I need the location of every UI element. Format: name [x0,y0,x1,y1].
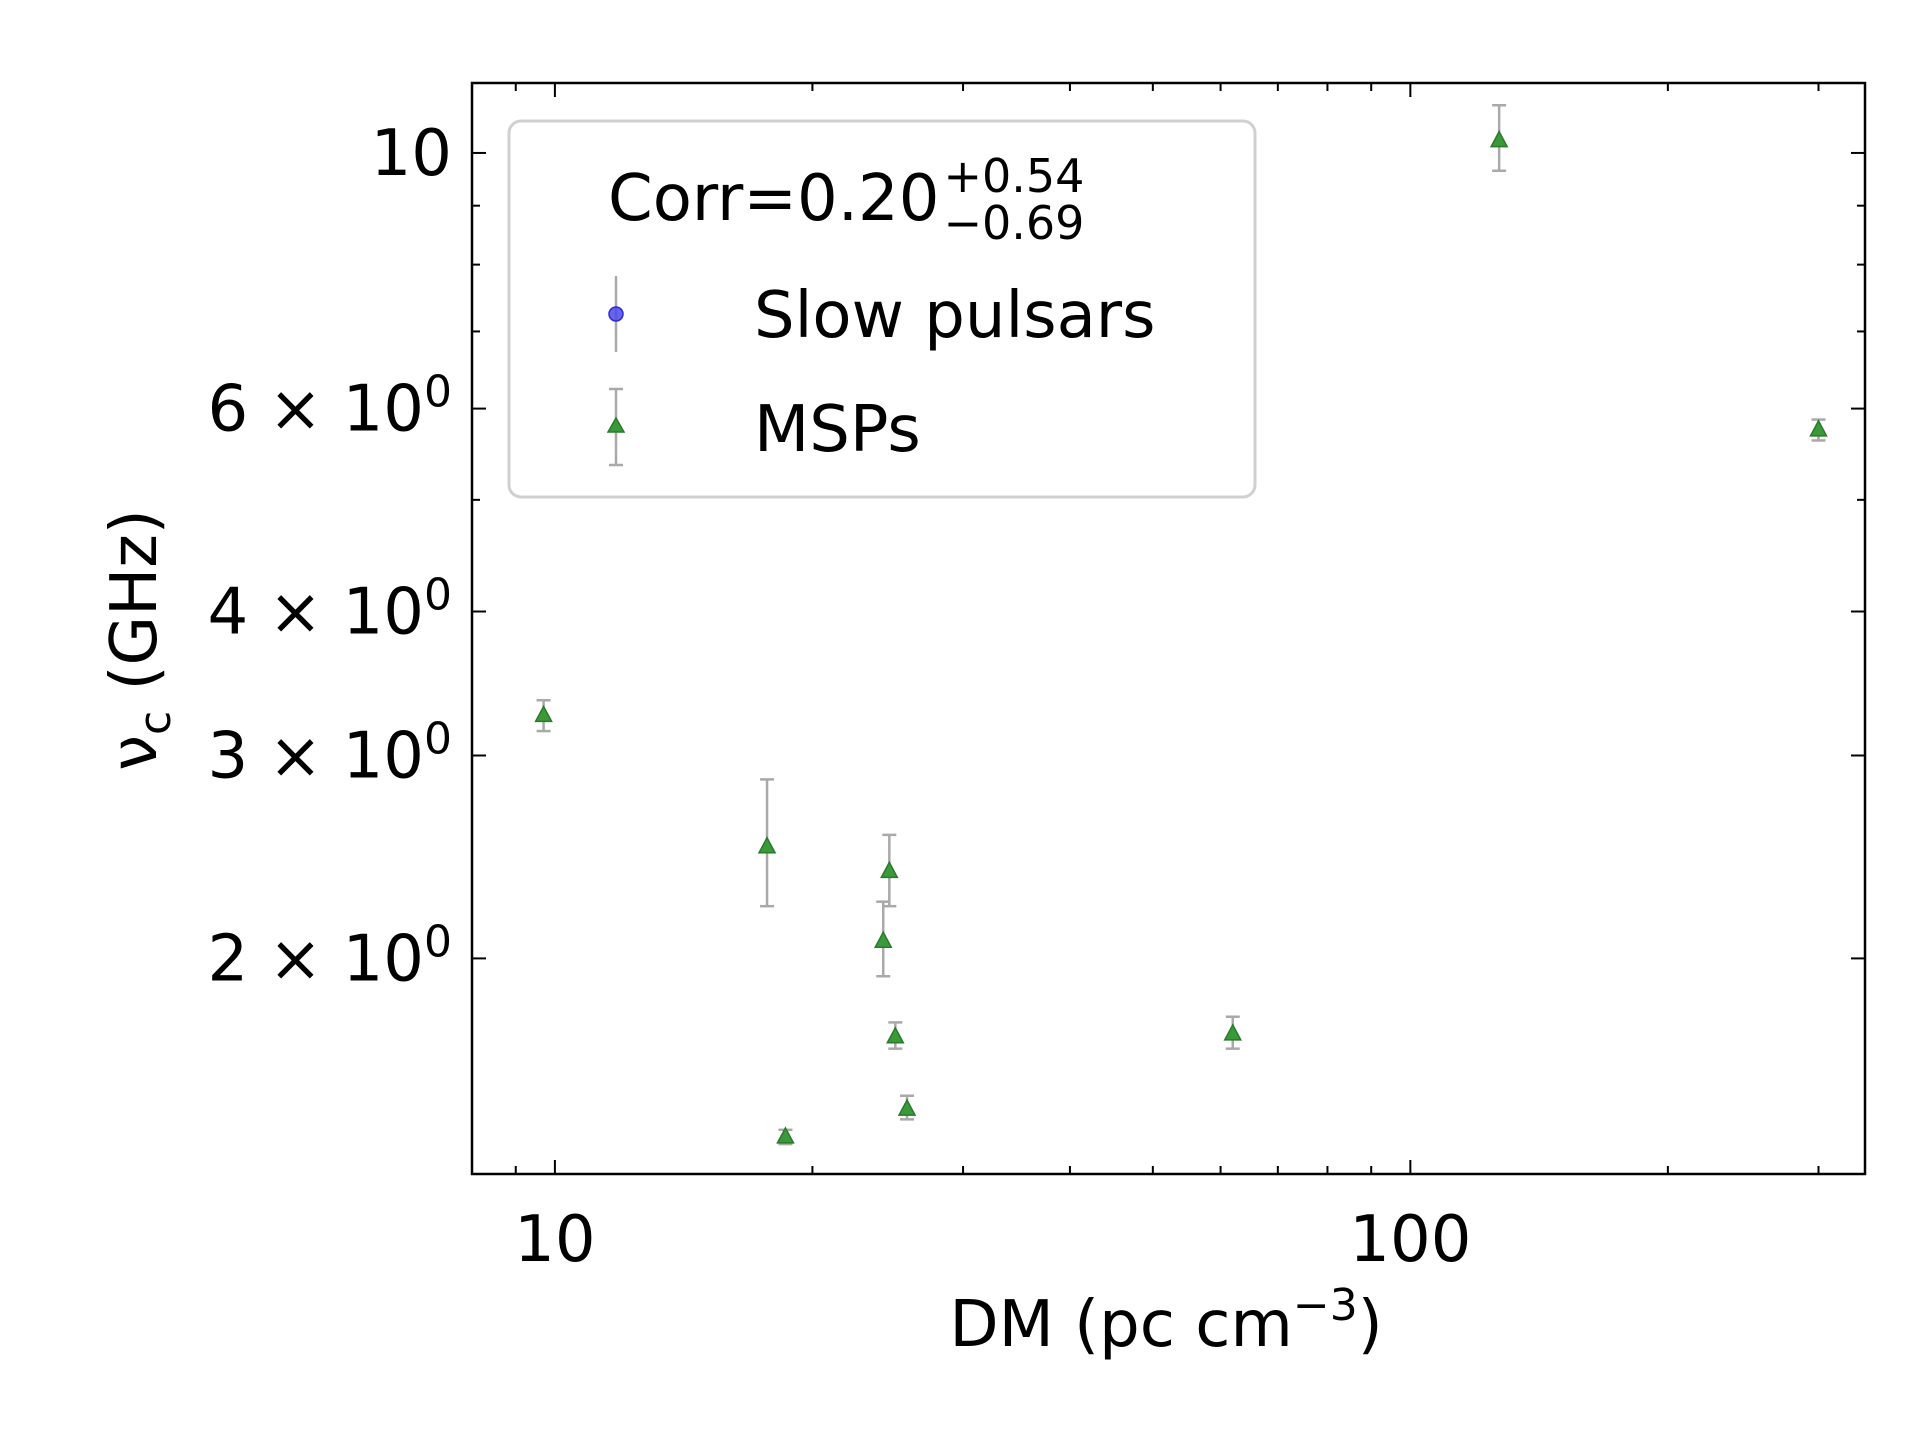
msp-marker [873,930,893,948]
tick-labels: 10 100 2 × 100 3 × 100 4 × 100 6 × 100 10 [208,117,1472,1277]
data-point [1223,1015,1243,1050]
tick-marks [471,83,1865,1174]
legend-label-slow-pulsars: Slow pulsars [754,279,1155,353]
x-tick-label: 100 [1349,1203,1471,1277]
data-point [1809,418,1828,442]
msp-marker [897,1098,917,1116]
y-tick-label: 6 × 100 [208,367,452,447]
x-axis-label: DM (pc cm−3) [949,1280,1382,1362]
data-point [873,900,893,978]
msp-marker [776,1126,795,1144]
data-point [897,1094,917,1121]
msp-marker [880,860,899,879]
legend-entry-msps: MSPs [606,387,921,467]
legend-box [507,119,1257,499]
y-tick-label: 3 × 100 [208,713,452,793]
msp-marker [1809,419,1828,437]
x-tick-label: 10 [514,1203,595,1277]
data-points [534,103,1828,1146]
msp-marker [886,1026,905,1044]
msp-marker [757,836,777,854]
data-point [534,699,553,733]
legend-marker-msps [606,416,626,433]
correlation-upper-error: +0.54 [943,149,1084,203]
data-point [776,1126,795,1146]
msp-marker [1223,1023,1243,1041]
data-point [757,778,777,908]
legend-marker-slow-pulsars [608,306,624,322]
legend: Corr=0.20 +0.54 −0.69 Slow pulsars MSPs [507,119,1257,499]
legend-label-msps: MSPs [754,393,921,467]
plot-frame [470,81,1867,1176]
msp-marker [534,704,553,723]
correlation-prefix: Corr=0.20 [608,162,939,236]
legend-entry-slow-pulsars: Slow pulsars [608,276,1155,353]
y-tick-label: 4 × 100 [208,570,452,650]
y-tick-label: 2 × 100 [208,916,452,996]
data-point [886,1021,905,1050]
y-axis-label: νc (GHz) [98,509,181,771]
data-point [880,833,899,908]
correlation-annotation: Corr=0.20 [608,162,939,236]
y-tick-label: 10 [371,117,452,191]
correlation-lower-error: −0.69 [943,196,1084,250]
data-point [1489,103,1509,173]
msp-marker [1489,129,1509,148]
